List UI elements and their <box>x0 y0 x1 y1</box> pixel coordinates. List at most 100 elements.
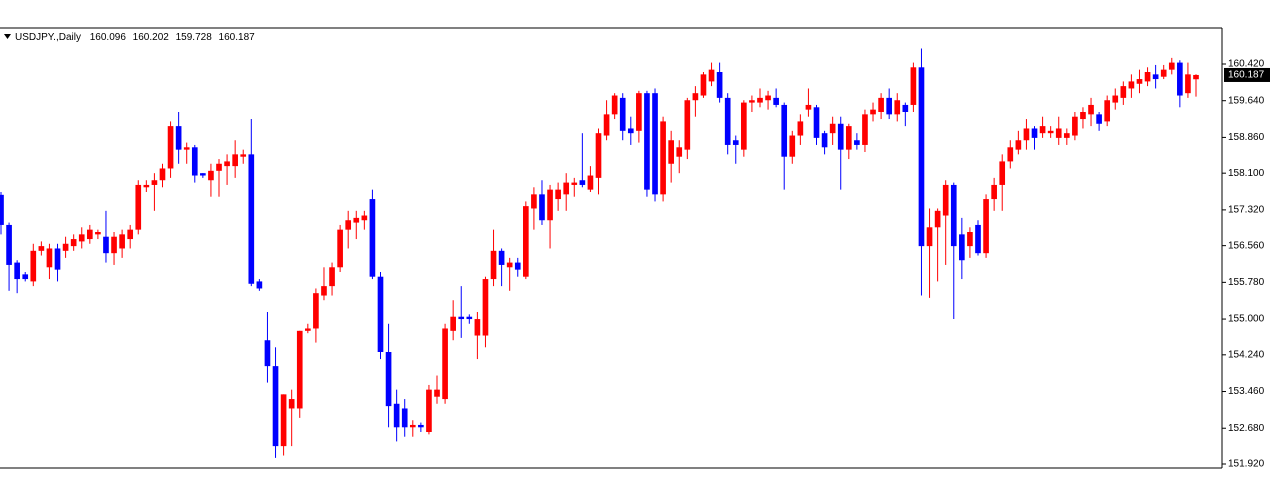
candle-body <box>1039 126 1046 134</box>
candle-body <box>1007 147 1014 162</box>
candle-body <box>603 114 610 136</box>
candle-body <box>434 389 440 397</box>
candle-body <box>1015 140 1022 150</box>
candle-body <box>910 67 917 105</box>
candle-body <box>482 279 489 336</box>
candle-body <box>337 229 343 268</box>
candle-body <box>466 316 473 320</box>
candle-body <box>716 72 723 98</box>
candle-body <box>498 250 505 265</box>
candle-body <box>894 100 901 115</box>
candle-body <box>749 100 755 103</box>
candle-body <box>724 97 731 145</box>
candle-body <box>531 194 537 209</box>
chart-title: USDJPY.,Daily <box>15 32 81 43</box>
candle-body <box>611 95 618 115</box>
candle-body <box>845 126 852 150</box>
y-tick-label: 156.560 <box>1228 240 1265 251</box>
candle-body <box>934 210 941 228</box>
candle-body <box>523 206 529 277</box>
symbol-menu-arrow <box>4 34 11 39</box>
candle-body <box>1120 86 1127 98</box>
candle-body <box>644 93 650 190</box>
candle-body <box>837 123 844 150</box>
candle-body <box>78 234 85 242</box>
price-label: 160.187 <box>1228 70 1265 81</box>
candle-body <box>369 199 376 277</box>
header-close: 160.187 <box>219 32 256 43</box>
candle-body <box>14 262 20 280</box>
candle-body <box>256 281 263 289</box>
candle-body <box>296 330 303 409</box>
candle-body <box>991 184 997 200</box>
candle-body <box>1160 69 1167 77</box>
candle-body <box>942 184 949 216</box>
candle-body <box>886 97 893 115</box>
candle-body <box>272 366 279 447</box>
candle-body <box>983 199 989 254</box>
candle-body <box>829 123 836 134</box>
candle-body <box>627 128 634 134</box>
candle-body <box>975 224 981 254</box>
candle-body <box>393 403 400 428</box>
candle-body <box>1088 104 1094 115</box>
y-tick-label: 158.100 <box>1228 168 1265 179</box>
candle-body <box>377 276 384 352</box>
candle-body <box>619 97 626 131</box>
candle-body <box>288 399 295 409</box>
candle-body <box>926 227 933 247</box>
candle-body <box>708 69 715 82</box>
candle-body <box>385 352 392 407</box>
candle-body <box>547 189 553 221</box>
candle-body <box>361 215 368 221</box>
candle-body <box>304 328 311 331</box>
candle-body <box>1055 128 1062 138</box>
candle-body <box>1072 116 1078 136</box>
candle-body <box>741 102 747 150</box>
candle-body <box>781 104 788 157</box>
candle-body <box>950 184 957 247</box>
price-label-box <box>1224 67 1270 82</box>
candle-body <box>86 229 93 240</box>
y-tick-label: 155.000 <box>1228 314 1265 325</box>
candle-body <box>660 121 666 195</box>
candle-body <box>248 154 255 284</box>
candle-body <box>636 93 642 131</box>
y-tick-label: 160.420 <box>1228 59 1265 70</box>
candle-body <box>30 250 37 282</box>
candle-body <box>668 140 674 164</box>
candle-body <box>418 424 424 428</box>
candle-body <box>862 114 868 145</box>
candle-body <box>1185 74 1191 94</box>
candle-body <box>0 194 4 225</box>
candle-body <box>1152 74 1159 80</box>
candle-body <box>409 424 416 428</box>
candle-body <box>692 93 699 101</box>
candle-body <box>967 232 973 247</box>
candle-body <box>183 147 190 150</box>
candle-body <box>490 250 497 280</box>
candle-body <box>595 133 602 178</box>
candle-body <box>216 163 222 171</box>
candle-body <box>240 154 247 157</box>
candle-body <box>401 408 408 428</box>
candle-body <box>345 220 352 230</box>
candle-body <box>143 184 150 188</box>
candle-body <box>506 262 513 268</box>
candle-body <box>127 229 134 240</box>
candle-body <box>821 133 828 148</box>
candle-body <box>119 234 125 249</box>
candle-body <box>1128 81 1135 89</box>
candle-body <box>280 394 287 447</box>
candle-body <box>797 121 804 136</box>
candle-body <box>329 267 335 287</box>
candle-body <box>1136 79 1143 84</box>
y-tick-label: 155.780 <box>1228 277 1265 288</box>
candle-body <box>200 173 206 176</box>
candle-body <box>450 316 456 331</box>
candle-body <box>95 232 101 235</box>
candle-body <box>579 180 586 185</box>
candle-body <box>539 194 545 221</box>
